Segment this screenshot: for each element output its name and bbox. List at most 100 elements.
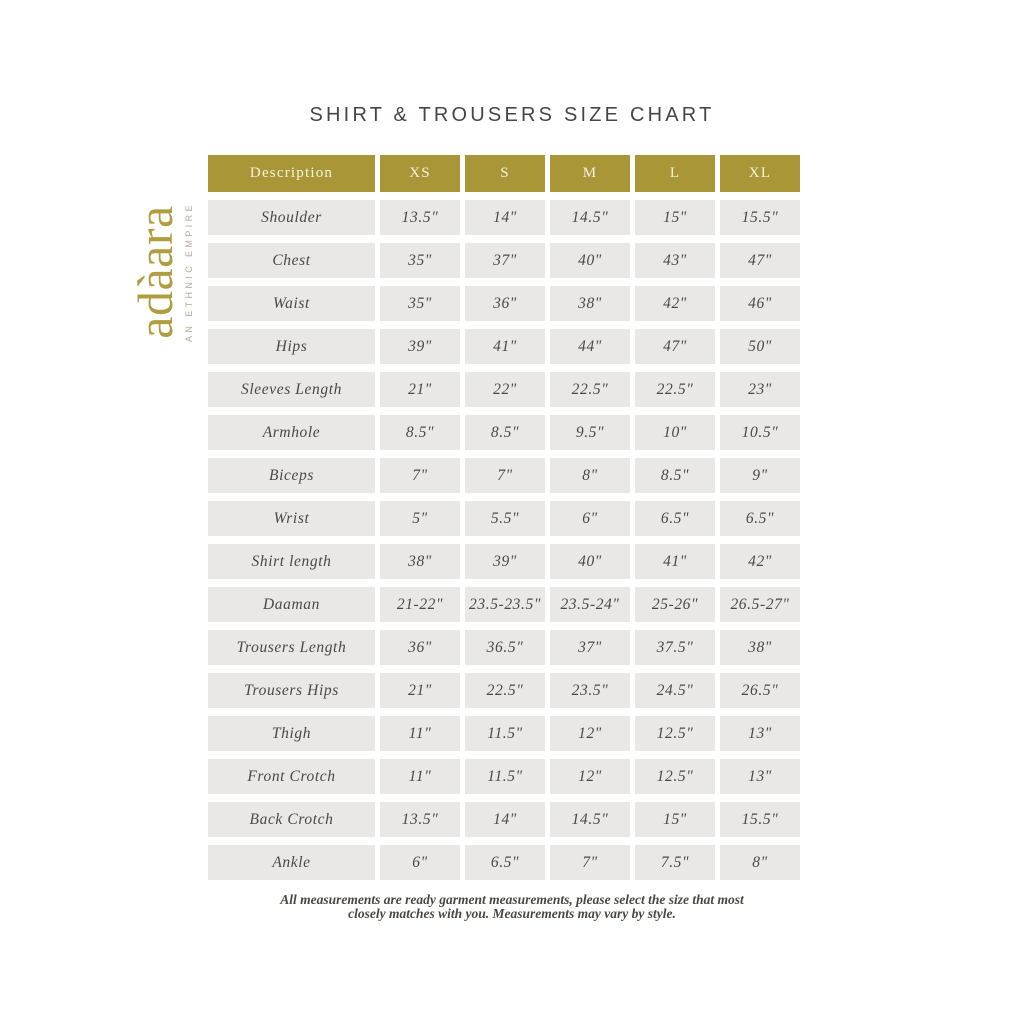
row-label: Back Crotch <box>208 802 375 837</box>
measurement-cell: 11.5" <box>465 716 545 751</box>
measurement-cell: 11.5" <box>465 759 545 794</box>
measurement-cell: 42" <box>720 544 800 579</box>
measurement-cell: 14" <box>465 802 545 837</box>
size-table: Description XS S M L XL Shoulder 13.5" 14" 14.5" 1… <box>208 155 800 880</box>
measurement-cell: 37.5" <box>635 630 715 665</box>
measurement-cell: 44" <box>550 329 630 364</box>
measurement-cell: 23.5" <box>550 673 630 708</box>
measurement-cell: 9" <box>720 458 800 493</box>
column-header-size: XS <box>380 155 460 192</box>
measurement-cell: 8" <box>550 458 630 493</box>
measurement-cell: 14" <box>465 200 545 235</box>
measurement-cell: 25-26" <box>635 587 715 622</box>
measurement-cell: 36" <box>465 286 545 321</box>
measurement-cell: 6" <box>550 501 630 536</box>
measurement-cell: 14.5" <box>550 200 630 235</box>
measurement-cell: 38" <box>720 630 800 665</box>
measurement-cell: 42" <box>635 286 715 321</box>
measurement-cell: 11" <box>380 716 460 751</box>
measurement-cell: 38" <box>380 544 460 579</box>
measurement-cell: 7" <box>465 458 545 493</box>
measurement-cell: 39" <box>380 329 460 364</box>
measurement-cell: 12.5" <box>635 716 715 751</box>
measurement-cell: 21" <box>380 673 460 708</box>
measurement-cell: 23.5-24" <box>550 587 630 622</box>
row-label: Shoulder <box>208 200 375 235</box>
measurement-cell: 15.5" <box>720 802 800 837</box>
measurement-cell: 40" <box>550 243 630 278</box>
measurement-cell: 7.5" <box>635 845 715 880</box>
measurement-cell: 13" <box>720 716 800 751</box>
row-label: Shirt length <box>208 544 375 579</box>
row-label: Waist <box>208 286 375 321</box>
measurement-cell: 8.5" <box>465 415 545 450</box>
measurement-cell: 10.5" <box>720 415 800 450</box>
measurement-cell: 15" <box>635 200 715 235</box>
measurement-cell: 22.5" <box>635 372 715 407</box>
measurement-cell: 37" <box>465 243 545 278</box>
measurement-cell: 12.5" <box>635 759 715 794</box>
measurement-cell: 13" <box>720 759 800 794</box>
measurement-cell: 8.5" <box>635 458 715 493</box>
measurement-cell: 6.5" <box>465 845 545 880</box>
measurement-cell: 47" <box>635 329 715 364</box>
brand-tagline: AN ETHNIC EMPIRE <box>184 202 194 342</box>
brand-logo: adàara AN ETHNIC EMPIRE <box>127 166 205 378</box>
measurement-cell: 37" <box>550 630 630 665</box>
footer-note: All measurements are ready garment measu… <box>0 892 1024 922</box>
row-label: Trousers Length <box>208 630 375 665</box>
measurement-cell: 9.5" <box>550 415 630 450</box>
measurement-cell: 40" <box>550 544 630 579</box>
measurement-cell: 5.5" <box>465 501 545 536</box>
measurement-cell: 15" <box>635 802 715 837</box>
measurement-cell: 21" <box>380 372 460 407</box>
footer-note-line-1: All measurements are ready garment measu… <box>280 892 744 907</box>
measurement-cell: 36.5" <box>465 630 545 665</box>
measurement-cell: 13.5" <box>380 200 460 235</box>
column-header-size: M <box>550 155 630 192</box>
brand-wordmark: adàara <box>127 205 183 339</box>
measurement-cell: 8" <box>720 845 800 880</box>
measurement-cell: 36" <box>380 630 460 665</box>
row-label: Wrist <box>208 501 375 536</box>
measurement-cell: 47" <box>720 243 800 278</box>
row-label: Trousers Hips <box>208 673 375 708</box>
measurement-cell: 13.5" <box>380 802 460 837</box>
measurement-cell: 35" <box>380 243 460 278</box>
measurement-cell: 6" <box>380 845 460 880</box>
row-label: Sleeves Length <box>208 372 375 407</box>
measurement-cell: 50" <box>720 329 800 364</box>
measurement-cell: 21-22" <box>380 587 460 622</box>
column-header-size: L <box>635 155 715 192</box>
measurement-cell: 23" <box>720 372 800 407</box>
measurement-cell: 41" <box>635 544 715 579</box>
measurement-cell: 24.5" <box>635 673 715 708</box>
measurement-cell: 12" <box>550 759 630 794</box>
measurement-cell: 12" <box>550 716 630 751</box>
measurement-cell: 43" <box>635 243 715 278</box>
measurement-cell: 6.5" <box>635 501 715 536</box>
row-label: Biceps <box>208 458 375 493</box>
measurement-cell: 23.5-23.5" <box>465 587 545 622</box>
page-title: SHIRT & TROUSERS SIZE CHART <box>309 104 715 126</box>
footer-note-line-2: closely matches with you. Measurements m… <box>348 906 676 922</box>
measurement-cell: 14.5" <box>550 802 630 837</box>
measurement-cell: 7" <box>380 458 460 493</box>
measurement-cell: 22" <box>465 372 545 407</box>
row-label: Chest <box>208 243 375 278</box>
measurement-cell: 26.5-27" <box>720 587 800 622</box>
measurement-cell: 35" <box>380 286 460 321</box>
row-label: Hips <box>208 329 375 364</box>
row-label: Front Crotch <box>208 759 375 794</box>
measurement-cell: 10" <box>635 415 715 450</box>
measurement-cell: 11" <box>380 759 460 794</box>
measurement-cell: 7" <box>550 845 630 880</box>
measurement-cell: 22.5" <box>550 372 630 407</box>
measurement-cell: 39" <box>465 544 545 579</box>
measurement-cell: 26.5" <box>720 673 800 708</box>
measurement-cell: 5" <box>380 501 460 536</box>
measurement-cell: 46" <box>720 286 800 321</box>
row-label: Daaman <box>208 587 375 622</box>
row-label: Ankle <box>208 845 375 880</box>
